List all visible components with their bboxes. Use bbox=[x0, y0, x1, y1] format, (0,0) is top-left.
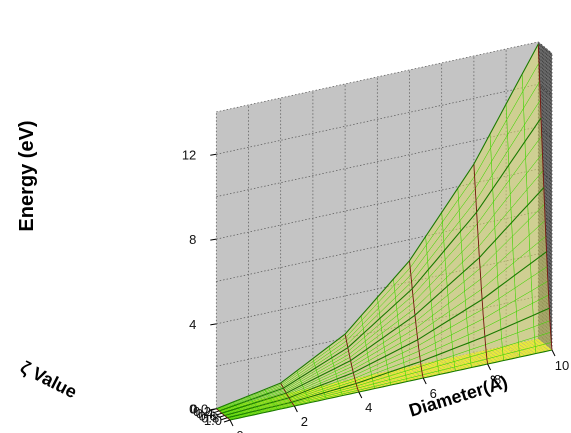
x-tick-label: 0 bbox=[236, 428, 243, 433]
x-axis-title: Diameter(Å) bbox=[407, 372, 510, 421]
y-tick-label: 0.6 bbox=[198, 408, 216, 423]
x-tick-mark bbox=[487, 363, 492, 371]
surface-contour bbox=[409, 260, 424, 379]
x-tick-label: 8 bbox=[494, 372, 501, 387]
y-tick-mark bbox=[218, 415, 225, 418]
x-tick-mark bbox=[551, 349, 556, 357]
back-wall-gridline bbox=[216, 83, 539, 155]
back-wall-gridline bbox=[216, 41, 539, 113]
surface-contour bbox=[537, 43, 553, 351]
x-tick-mark bbox=[422, 377, 427, 385]
y-tick-mark bbox=[221, 417, 228, 421]
surface-contour bbox=[280, 382, 295, 407]
y-tick-label: 1.0 bbox=[204, 413, 222, 428]
back-wall-gridline bbox=[216, 211, 539, 282]
x-tick-label: 10 bbox=[555, 358, 569, 373]
back-wall-gridline bbox=[216, 126, 539, 198]
z-tick-label: 12 bbox=[182, 147, 196, 162]
z-axis-ticks: 0 4 8 12 bbox=[182, 147, 217, 417]
surface-contour bbox=[221, 187, 545, 414]
side-wall-gridline bbox=[538, 211, 553, 224]
y-tick-label: 0.0 bbox=[190, 402, 208, 417]
x-tick-mark bbox=[293, 405, 298, 413]
y-tick-label: 0.8 bbox=[201, 411, 219, 426]
z-tick-mark bbox=[210, 238, 217, 241]
surface-contour bbox=[344, 334, 360, 393]
y-tick-label: 0.4 bbox=[196, 406, 214, 421]
back-wall-gridline bbox=[216, 253, 539, 325]
x-tick-label: 6 bbox=[430, 386, 437, 401]
y-tick-mark bbox=[212, 410, 220, 414]
z-tick-mark bbox=[210, 153, 217, 156]
x-tick-mark bbox=[229, 419, 234, 427]
x-tick-mark bbox=[358, 391, 363, 399]
x-axis-ticks: 0 2 4 6 8 10 bbox=[229, 349, 569, 433]
back-wall-gridline bbox=[216, 168, 539, 240]
surface-contour bbox=[216, 43, 539, 410]
y-tick-mark bbox=[210, 408, 217, 412]
side-wall-gridline bbox=[538, 253, 553, 266]
z-axis-title: Energy (eV) bbox=[16, 120, 38, 231]
surface-contour bbox=[473, 163, 489, 365]
y-axis-ticks: 0.00.20.40.60.81.0 bbox=[190, 402, 231, 428]
side-wall-gridline bbox=[538, 84, 553, 96]
side-wall-gridline bbox=[538, 41, 553, 54]
y-tick-mark bbox=[223, 419, 231, 423]
surface-contour bbox=[229, 349, 553, 421]
surface-contour bbox=[218, 117, 542, 412]
z-tick-label: 4 bbox=[189, 317, 196, 332]
x-tick-label: 2 bbox=[301, 414, 308, 429]
z-tick-label: 8 bbox=[189, 232, 196, 247]
x-tick-label: 4 bbox=[365, 400, 372, 415]
y-tick-label: 0.2 bbox=[193, 404, 211, 419]
side-wall-gridline bbox=[538, 126, 553, 139]
side-wall-gridline bbox=[538, 168, 553, 181]
surface-contour bbox=[224, 251, 547, 417]
z-tick-label: 0 bbox=[189, 402, 196, 417]
surface-contour bbox=[227, 307, 550, 419]
side-wall-gridline bbox=[538, 296, 553, 308]
y-tick-mark bbox=[215, 412, 222, 416]
z-tick-mark bbox=[210, 323, 217, 326]
energy-surface bbox=[215, 43, 553, 421]
y-axis-title: ζ Value bbox=[17, 357, 80, 403]
